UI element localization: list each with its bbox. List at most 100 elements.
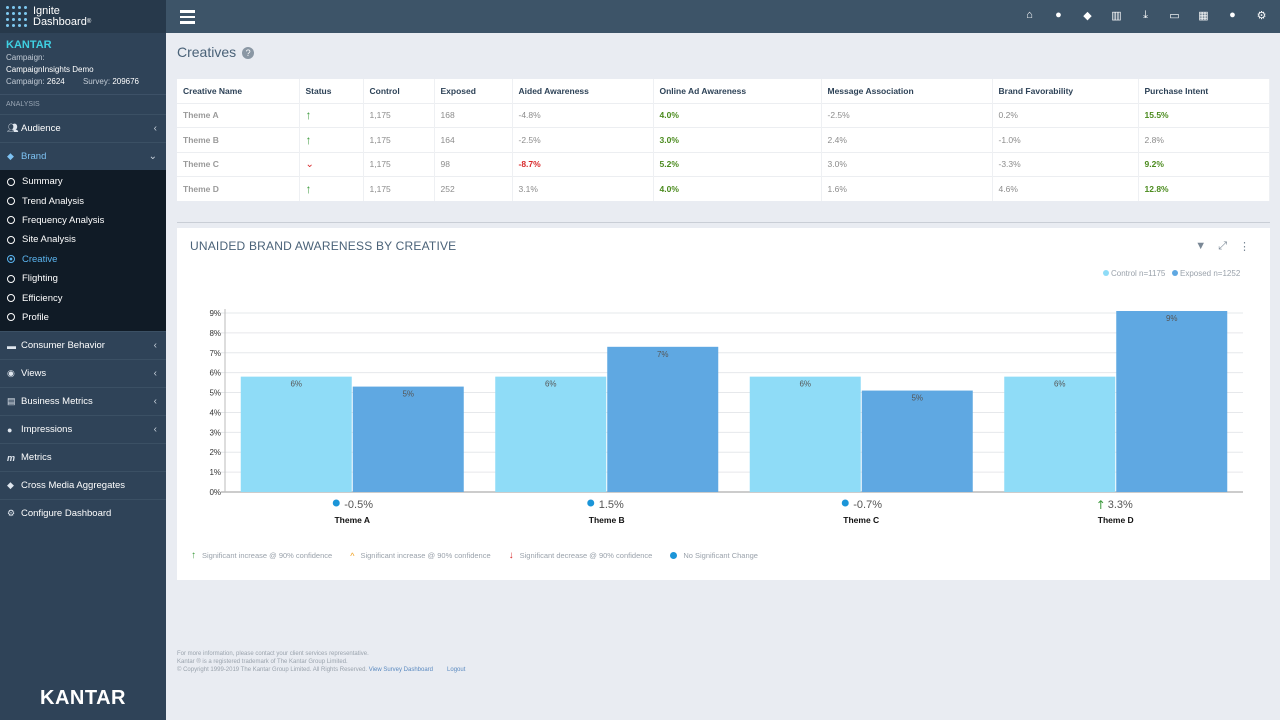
brand-submenu: Summary Trend Analysis Frequency Analysi…: [0, 170, 166, 332]
table-row[interactable]: Theme D ↑ 1,175 252 3.1% 4.0% 1.6% 4.6% …: [177, 176, 1270, 201]
bar: [607, 346, 719, 492]
home-icon[interactable]: ⌂: [1026, 9, 1033, 21]
legend-swatch-exposed: [1172, 270, 1178, 276]
bar-data-label: 6%: [1054, 380, 1066, 389]
arrow-up-icon: ↑: [1096, 498, 1106, 512]
column-header[interactable]: Message Association: [821, 79, 993, 103]
page-title: Creatives?: [177, 44, 255, 60]
bar: [352, 386, 464, 492]
app-name: Ignite Dashboard®: [33, 4, 92, 28]
column-header[interactable]: Online Ad Awareness: [653, 79, 822, 103]
bar-chart-icon[interactable]: ▥: [1111, 10, 1122, 22]
column-header[interactable]: Aided Awareness: [512, 79, 654, 103]
caret-up-orange-icon: ^: [350, 550, 355, 561]
table-header-row: Creative Name Status Control Exposed Aid…: [177, 79, 1270, 103]
column-header[interactable]: Purchase Intent: [1138, 79, 1270, 103]
sidebar-item-consumer-behavior[interactable]: ▬ Consumer Behavior ‹: [0, 331, 166, 359]
users-icon: 👥︎: [7, 123, 19, 133]
client-name: KANTAR: [6, 39, 52, 51]
hamburger-menu-icon[interactable]: [180, 10, 195, 27]
tag-icon: ◆: [7, 151, 14, 161]
table-row[interactable]: Theme B ↑ 1,175 164 -2.5% 3.0% 2.4% -1.0…: [177, 127, 1270, 152]
download-icon[interactable]: ⤓: [1143, 9, 1148, 21]
chevron-left-icon: ‹: [153, 396, 157, 408]
chevron-left-icon: ‹: [153, 424, 157, 436]
cogs-icon: ⚙: [7, 508, 16, 519]
app-logo[interactable]: Ignite Dashboard®: [0, 0, 166, 33]
sidebar-item-views[interactable]: ◉ Views ‹: [0, 359, 166, 387]
sidebar-item-business-metrics[interactable]: ▤ Business Metrics ‹: [0, 387, 166, 415]
toolbar-icons: ⌂ ● ◆ ▥ ⤓ ▭ ▦ ● ⚙: [1023, 9, 1268, 22]
circle-icon: [7, 216, 15, 225]
legend-swatch-control: [1103, 270, 1109, 276]
dot-blue-icon: [332, 499, 340, 507]
creative-name: Theme C: [177, 151, 300, 177]
table-row[interactable]: Theme C ⌄ 1,175 98 -8.7% 5.2% 3.0% -3.3%…: [177, 151, 1270, 177]
sidebar-subitem-summary[interactable]: Summary: [0, 172, 166, 191]
circle-icon: [7, 235, 15, 244]
x-tick-label: Theme C: [843, 515, 879, 525]
view-survey-dashboard-link[interactable]: View Survey Dashboard: [368, 667, 434, 673]
column-header[interactable]: Control: [363, 79, 435, 103]
arrow-down-red-icon: ↓: [508, 550, 514, 561]
user-icon[interactable]: ●: [1229, 9, 1236, 21]
chevron-down-icon: ⌄: [148, 151, 157, 162]
campaign-id: 2624: [46, 77, 65, 86]
expand-icon[interactable]: ⤢: [1218, 240, 1227, 252]
survey-id: 209676: [112, 77, 140, 86]
bar-data-label: 6%: [799, 380, 811, 389]
circle-icon: [7, 294, 15, 303]
column-header[interactable]: Status: [299, 79, 364, 103]
legend-label-exposed: Exposed n=1252: [1180, 269, 1241, 278]
dot-blue-icon: [841, 499, 849, 507]
users-icon[interactable]: ●: [1055, 9, 1062, 21]
logout-link[interactable]: Logout: [447, 667, 466, 673]
sidebar-subitem-site-analysis[interactable]: Site Analysis: [0, 230, 166, 249]
campaign-label: Campaign:: [6, 53, 45, 62]
sidebar-subitem-creative[interactable]: Creative: [0, 250, 166, 269]
delta-label: -0.5%: [344, 499, 373, 511]
sidebar-subitem-flighting[interactable]: Flighting: [0, 269, 166, 288]
cogs-icon[interactable]: ⚙: [1256, 10, 1267, 22]
logo-dots-icon: [6, 5, 28, 28]
status-cell: ⌄: [299, 151, 364, 177]
status-cell: ↑: [299, 102, 364, 128]
sidebar-subitem-frequency-analysis[interactable]: Frequency Analysis: [0, 211, 166, 230]
chevron-down-icon: ⌄: [305, 158, 314, 170]
print-icon[interactable]: ▭: [1169, 10, 1180, 22]
legend-item: ↑ Significant increase @ 90% confidence: [191, 550, 333, 561]
table-icon[interactable]: ▦: [1198, 10, 1209, 22]
tags-icon[interactable]: ◆: [1083, 10, 1092, 22]
globe-icon: ●: [7, 424, 13, 435]
arrow-up-icon: ↑: [305, 182, 312, 196]
sidebar-item-impressions[interactable]: ● Impressions ‹: [0, 415, 166, 443]
sidebar-item-metrics[interactable]: m Metrics: [0, 443, 166, 471]
document-icon: ▤: [7, 396, 16, 407]
bar: [749, 376, 861, 492]
bar: [1004, 376, 1116, 492]
creative-name: Theme A: [177, 102, 300, 128]
footer-note: For more information, please contact you…: [177, 651, 466, 673]
chevron-left-icon: ‹: [153, 368, 157, 380]
y-tick-label: 9%: [209, 309, 221, 318]
help-icon[interactable]: ?: [242, 47, 255, 59]
column-header[interactable]: Brand Favorability: [992, 79, 1139, 103]
bar: [861, 390, 973, 492]
section-label-analysis: ANALYSIS: [0, 94, 166, 114]
more-vertical-icon[interactable]: ⋮: [1239, 241, 1250, 253]
sidebar-subitem-trend-analysis[interactable]: Trend Analysis: [0, 191, 166, 210]
sidebar-subitem-efficiency[interactable]: Efficiency: [0, 288, 166, 307]
bar-chart: Control n=1175 Exposed n=1252 0% 1% 2% 3% 4% 5%…: [209, 269, 1243, 525]
sidebar-subitem-profile[interactable]: Profile: [0, 308, 166, 327]
column-header[interactable]: Creative Name: [177, 79, 300, 103]
sidebar-item-audience[interactable]: 👥︎ Audience ‹: [0, 114, 166, 142]
delta-label: -0.7%: [853, 499, 882, 511]
sidebar-item-configure-dashboard[interactable]: ⚙ Configure Dashboard: [0, 499, 166, 527]
creatives-table: Creative Name Status Control Exposed Aid…: [177, 79, 1270, 201]
column-header[interactable]: Exposed: [434, 79, 513, 103]
bar-data-label: 5%: [402, 390, 414, 399]
table-row[interactable]: Theme A ↑ 1,175 168 -4.8% 4.0% -2.5% 0.2…: [177, 102, 1270, 128]
sidebar-item-cross-media-aggregates[interactable]: ◆ Cross Media Aggregates: [0, 471, 166, 499]
sidebar-item-brand[interactable]: ◆ Brand ⌄: [0, 142, 166, 170]
filter-icon[interactable]: ▼: [1195, 240, 1207, 252]
